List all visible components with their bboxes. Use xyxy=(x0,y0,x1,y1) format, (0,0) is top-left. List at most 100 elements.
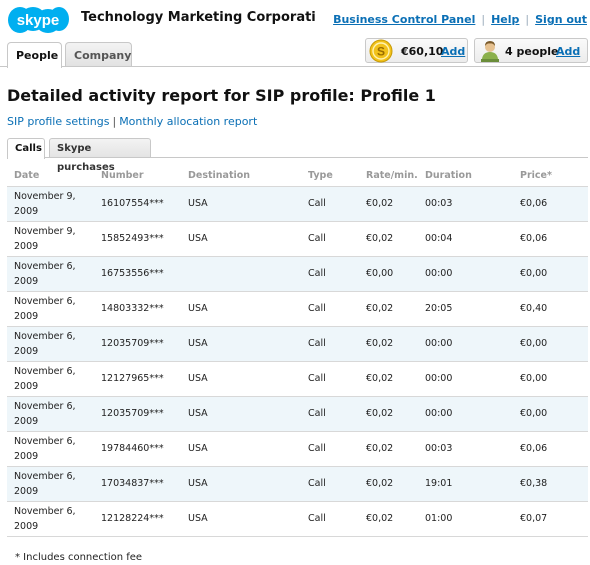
company-name: Technology Marketing Corporati xyxy=(81,10,316,25)
cell-price: €0,40 xyxy=(513,291,588,327)
column-header-destination: Destination xyxy=(181,166,301,187)
cell-number: 15852493*** xyxy=(94,221,181,257)
cell-number: 16753556*** xyxy=(94,256,181,292)
cell-type: Call xyxy=(301,361,359,397)
cell-rate: €0,02 xyxy=(359,466,418,502)
table-row: November 6, 2009 12035709*** USA Call €0,02 0… xyxy=(7,326,588,362)
cell-price: €0,00 xyxy=(513,396,588,432)
cell-type: Call xyxy=(301,291,359,327)
table-body: November 9, 2009 16107554*** USA Call €0,02 0… xyxy=(7,186,588,537)
cell-date: November 6, 2009 xyxy=(7,396,94,432)
cell-rate: €0,02 xyxy=(359,326,418,362)
tab-company[interactable]: Company xyxy=(65,42,132,67)
separator: | xyxy=(525,13,530,26)
cell-date: November 6, 2009 xyxy=(7,466,94,502)
cell-price: €0,06 xyxy=(513,431,588,467)
add-credit-link[interactable]: Add xyxy=(441,45,466,58)
cell-type: Call xyxy=(301,396,359,432)
cell-duration: 00:03 xyxy=(418,431,513,467)
tab-skype-purchases[interactable]: Skype purchases xyxy=(49,138,151,173)
cell-number: 19784460*** xyxy=(94,431,181,467)
sign-out-link[interactable]: Sign out xyxy=(535,13,587,26)
cell-duration: 01:00 xyxy=(418,501,513,537)
tab-calls[interactable]: Calls xyxy=(7,138,45,159)
table-row: November 6, 2009 12128224*** USA Call €0,02 0… xyxy=(7,501,588,537)
cell-type: Call xyxy=(301,466,359,502)
header-links: Business Control Panel | Help | Sign out xyxy=(333,13,587,26)
help-link[interactable]: Help xyxy=(491,13,520,26)
cell-destination xyxy=(181,256,301,292)
column-header-date: Date xyxy=(7,166,94,187)
top-bar: skype Technology Marketing Corporati Bus… xyxy=(0,0,590,40)
table-header-row: Date Number Destination Type Rate/min. D… xyxy=(7,166,588,187)
add-people-link[interactable]: Add xyxy=(556,45,581,58)
cell-type: Call xyxy=(301,501,359,537)
cell-date: November 6, 2009 xyxy=(7,326,94,362)
cell-date: November 9, 2009 xyxy=(7,186,94,222)
cell-duration: 00:04 xyxy=(418,221,513,257)
separator: | xyxy=(112,115,117,128)
cell-duration: 00:00 xyxy=(418,361,513,397)
cell-price: €0,00 xyxy=(513,361,588,397)
separator: | xyxy=(481,13,486,26)
sip-profile-settings-link[interactable]: SIP profile settings xyxy=(7,115,110,128)
cell-date: November 6, 2009 xyxy=(7,501,94,537)
cell-price: €0,07 xyxy=(513,501,588,537)
activity-table: Date Number Destination Type Rate/min. D… xyxy=(7,166,588,537)
cell-destination: USA xyxy=(181,326,301,362)
cell-duration: 00:03 xyxy=(418,186,513,222)
cell-duration: 00:00 xyxy=(418,396,513,432)
cell-date: November 6, 2009 xyxy=(7,291,94,327)
cell-number: 12035709*** xyxy=(94,326,181,362)
cell-rate: €0,02 xyxy=(359,186,418,222)
tab-divider xyxy=(0,66,590,67)
cell-number: 12128224*** xyxy=(94,501,181,537)
cell-number: 12127965*** xyxy=(94,361,181,397)
table-row: November 6, 2009 14803332*** USA Call €0,02 2… xyxy=(7,291,588,327)
cell-type: Call xyxy=(301,326,359,362)
cell-price: €0,00 xyxy=(513,256,588,292)
skype-logo[interactable]: skype xyxy=(6,4,70,36)
cell-duration: 20:05 xyxy=(418,291,513,327)
cell-duration: 00:00 xyxy=(418,256,513,292)
person-icon xyxy=(481,41,499,62)
cell-destination: USA xyxy=(181,431,301,467)
column-header-duration: Duration xyxy=(418,166,513,187)
cell-number: 14803332*** xyxy=(94,291,181,327)
report-links: SIP profile settings | Monthly allocation … xyxy=(7,115,257,128)
table-row: November 9, 2009 15852493*** USA Call €0,02 0… xyxy=(7,221,588,257)
svg-text:S: S xyxy=(377,45,385,59)
cell-rate: €0,02 xyxy=(359,501,418,537)
table-row: November 6, 2009 19784460*** USA Call €0,02 0… xyxy=(7,431,588,467)
column-header-type: Type xyxy=(301,166,359,187)
cell-destination: USA xyxy=(181,466,301,502)
cell-rate: €0,00 xyxy=(359,256,418,292)
skype-credit-widget: S €60,10 Add xyxy=(365,38,468,63)
cell-rate: €0,02 xyxy=(359,431,418,467)
table-row: November 6, 2009 16753556*** Call €0,00 00:0… xyxy=(7,256,588,292)
business-control-panel-link[interactable]: Business Control Panel xyxy=(333,13,476,26)
cell-destination: USA xyxy=(181,396,301,432)
cell-date: November 9, 2009 xyxy=(7,221,94,257)
cell-destination: USA xyxy=(181,221,301,257)
people-count: 4 people xyxy=(505,45,559,58)
cell-rate: €0,02 xyxy=(359,291,418,327)
cell-rate: €0,02 xyxy=(359,221,418,257)
cell-rate: €0,02 xyxy=(359,396,418,432)
column-header-number: Number xyxy=(94,166,181,187)
cell-type: Call xyxy=(301,431,359,467)
footnote: * Includes connection fee xyxy=(15,552,143,563)
cell-destination: USA xyxy=(181,291,301,327)
column-header-price: Price* xyxy=(513,166,588,187)
tab-people[interactable]: People xyxy=(7,42,62,68)
cell-date: November 6, 2009 xyxy=(7,256,94,292)
monthly-allocation-report-link[interactable]: Monthly allocation report xyxy=(119,115,258,128)
cell-number: 16107554*** xyxy=(94,186,181,222)
cell-price: €0,06 xyxy=(513,186,588,222)
cell-type: Call xyxy=(301,221,359,257)
cell-rate: €0,02 xyxy=(359,361,418,397)
cell-date: November 6, 2009 xyxy=(7,361,94,397)
cell-duration: 19:01 xyxy=(418,466,513,502)
cell-type: Call xyxy=(301,256,359,292)
cell-number: 12035709*** xyxy=(94,396,181,432)
